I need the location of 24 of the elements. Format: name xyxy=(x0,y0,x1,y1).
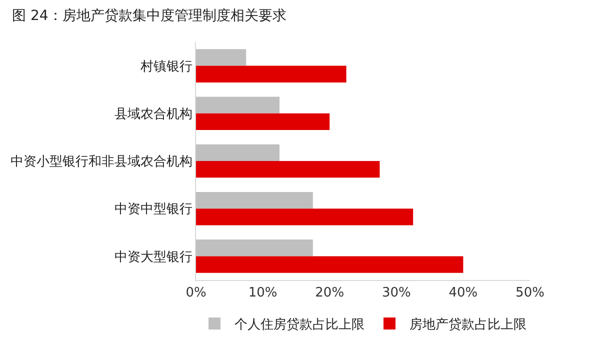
legend-label: 个人住房贷款占比上限 xyxy=(234,316,364,333)
x-tick-label: 30% xyxy=(382,286,411,301)
bar xyxy=(196,208,414,226)
bar xyxy=(196,49,246,66)
x-tick-label: 50% xyxy=(516,286,544,301)
bar xyxy=(196,96,280,114)
x-tick-label: 40% xyxy=(448,286,478,301)
y-tick-label: 中资中型银行 xyxy=(114,202,192,218)
x-tick-label: 10% xyxy=(248,286,278,301)
x-tick-label: 0% xyxy=(186,286,206,301)
bar xyxy=(196,192,313,209)
chart-title: 图 24：房地产贷款集中度管理制度相关要求 xyxy=(12,8,286,24)
legend-label: 房地产贷款占比上限 xyxy=(410,316,526,333)
x-tick-label: 20% xyxy=(315,286,344,301)
y-tick-label: 县域农合机构 xyxy=(114,106,192,122)
bar xyxy=(196,66,346,82)
y-tick-label: 中资大型银行 xyxy=(114,250,192,265)
bar xyxy=(196,240,313,256)
y-tick-label: 中资小型银行和非县域农合机构 xyxy=(10,154,192,170)
bar xyxy=(196,113,330,130)
bar xyxy=(196,161,380,178)
y-tick-label: 村镇银行 xyxy=(139,59,192,74)
bar xyxy=(196,144,280,161)
bar xyxy=(196,256,464,273)
